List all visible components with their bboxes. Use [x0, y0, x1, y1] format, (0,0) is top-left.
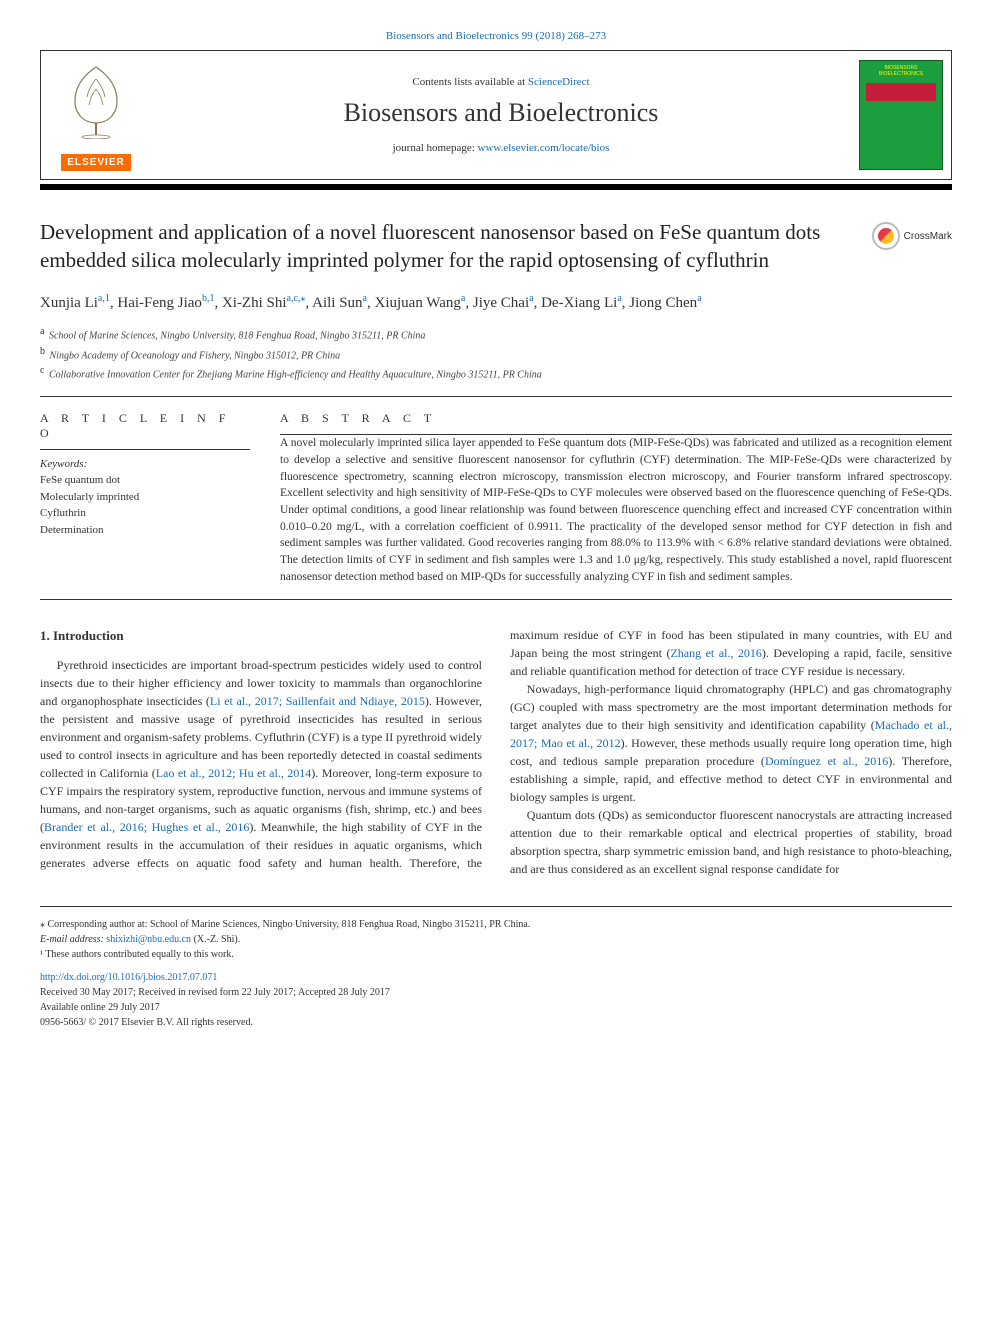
email-label: E-mail address:	[40, 934, 106, 945]
author-4-sup: a	[363, 293, 367, 304]
journal-header-center: Contents lists available at ScienceDirec…	[151, 51, 851, 179]
journal-cover-thumbnail: BIOSENSORS BIOELECTRONICS	[859, 60, 943, 170]
received-line: Received 30 May 2017; Received in revise…	[40, 985, 952, 1000]
article-info-head: A R T I C L E I N F O	[40, 411, 250, 441]
intro-p3: Quantum dots (QDs) as semiconductor fluo…	[510, 806, 952, 878]
aff-c: Collaborative Innovation Center for Zhej…	[49, 369, 542, 380]
article-footer: ⁎ Corresponding author at: School of Mar…	[40, 906, 952, 1030]
citation-header: Biosensors and Bioelectronics 99 (2018) …	[40, 30, 952, 42]
intro-heading: 1. Introduction	[40, 626, 482, 646]
author-list: Xunjia Lia,1, Hai-Feng Jiaob,1, Xi-Zhi S…	[40, 291, 952, 315]
keyword-2: Molecularly imprinted	[40, 489, 250, 506]
publisher-logo-block: ELSEVIER	[41, 51, 151, 179]
doi-link[interactable]: http://dx.doi.org/10.1016/j.bios.2017.07…	[40, 970, 952, 985]
cite-li-2017[interactable]: Li et al., 2017; Saillenfait and Ndiaye,…	[210, 694, 425, 708]
corresponding-author: ⁎ Corresponding author at: School of Mar…	[40, 917, 952, 932]
equal-contribution: ¹ These authors contributed equally to t…	[40, 947, 952, 962]
article-title: Development and application of a novel f…	[40, 218, 856, 275]
aff-b-label: b	[40, 346, 45, 357]
keyword-1: FeSe quantum dot	[40, 472, 250, 489]
author-4: Aili Sun	[312, 295, 362, 311]
journal-homepage-line: journal homepage: www.elsevier.com/locat…	[393, 142, 610, 154]
abstract-text: A novel molecularly imprinted silica lay…	[280, 435, 952, 585]
email-line: E-mail address: shixizhi@nbu.edu.cn (X.-…	[40, 932, 952, 947]
journal-cover-block: BIOSENSORS BIOELECTRONICS	[851, 51, 951, 179]
aff-a-label: a	[40, 326, 44, 337]
author-7: De-Xiang Li	[541, 295, 617, 311]
keywords-list: FeSe quantum dot Molecularly imprinted C…	[40, 472, 250, 538]
divider-after-abstract	[40, 599, 952, 600]
email-suffix: (X.-Z. Shi).	[191, 934, 240, 945]
article-info-divider	[40, 449, 250, 450]
author-2: Hai-Feng Jiao	[117, 295, 202, 311]
author-7-sup: a	[617, 293, 621, 304]
aff-c-label: c	[40, 365, 44, 376]
affiliations: a School of Marine Sciences, Ningbo Univ…	[40, 324, 952, 382]
intro-p2: Nowadays, high-performance liquid chroma…	[510, 680, 952, 806]
crossmark-icon	[872, 222, 900, 250]
author-3-corr: ⁎	[300, 293, 305, 304]
abstract-head: A B S T R A C T	[280, 411, 952, 426]
abstract-column: A B S T R A C T A novel molecularly impr…	[280, 397, 952, 585]
author-6: Jiye Chai	[473, 295, 529, 311]
author-5: Xiujuan Wang	[375, 295, 461, 311]
author-3: Xi-Zhi Shi	[222, 295, 287, 311]
elsevier-tree-icon	[61, 59, 131, 139]
author-2-sup: b,1	[202, 293, 215, 304]
aff-a: School of Marine Sciences, Ningbo Univer…	[49, 331, 425, 342]
cover-red-strip	[866, 83, 936, 101]
available-line: Available online 29 July 2017	[40, 1000, 952, 1015]
contents-prefix: Contents lists available at	[412, 76, 527, 88]
keyword-3: Cyfluthrin	[40, 505, 250, 522]
journal-header: ELSEVIER Contents lists available at Sci…	[40, 50, 952, 180]
author-3-sup: a,c,	[287, 293, 301, 304]
author-8-sup: a	[697, 293, 701, 304]
author-8: Jiong Chen	[629, 295, 697, 311]
sciencedirect-link[interactable]: ScienceDirect	[528, 76, 590, 88]
cover-title-2: BIOELECTRONICS	[864, 71, 938, 77]
cite-dominguez-2016[interactable]: Domínguez et al., 2016	[765, 754, 888, 768]
cite-brander-2016[interactable]: Brander et al., 2016; Hughes et al., 201…	[44, 820, 249, 834]
author-1-sup: a,1	[98, 293, 110, 304]
keyword-4: Determination	[40, 522, 250, 539]
author-6-sup: a	[529, 293, 533, 304]
homepage-url[interactable]: www.elsevier.com/locate/bios	[478, 142, 610, 154]
author-5-sup: a	[461, 293, 465, 304]
journal-name: Biosensors and Bioelectronics	[344, 98, 659, 128]
cite-lao-2012[interactable]: Lao et al., 2012; Hu et al., 2014	[156, 766, 312, 780]
email-link[interactable]: shixizhi@nbu.edu.cn	[106, 934, 191, 945]
elsevier-wordmark: ELSEVIER	[61, 154, 130, 171]
contents-lists-line: Contents lists available at ScienceDirec…	[412, 76, 589, 88]
cite-zhang-2016[interactable]: Zhang et al., 2016	[670, 646, 761, 660]
keywords-label: Keywords:	[40, 458, 250, 470]
homepage-label: journal homepage:	[393, 142, 478, 154]
crossmark-label: CrossMark	[904, 231, 952, 242]
copyright-line: 0956-5663/ © 2017 Elsevier B.V. All righ…	[40, 1015, 952, 1030]
article-info-column: A R T I C L E I N F O Keywords: FeSe qua…	[40, 397, 250, 585]
header-underline-bar	[40, 184, 952, 190]
aff-b: Ningbo Academy of Oceanology and Fishery…	[50, 350, 341, 361]
body-two-column: 1. Introduction Pyrethroid insecticides …	[40, 626, 952, 878]
crossmark-badge[interactable]: CrossMark	[872, 222, 952, 250]
author-1: Xunjia Li	[40, 295, 98, 311]
